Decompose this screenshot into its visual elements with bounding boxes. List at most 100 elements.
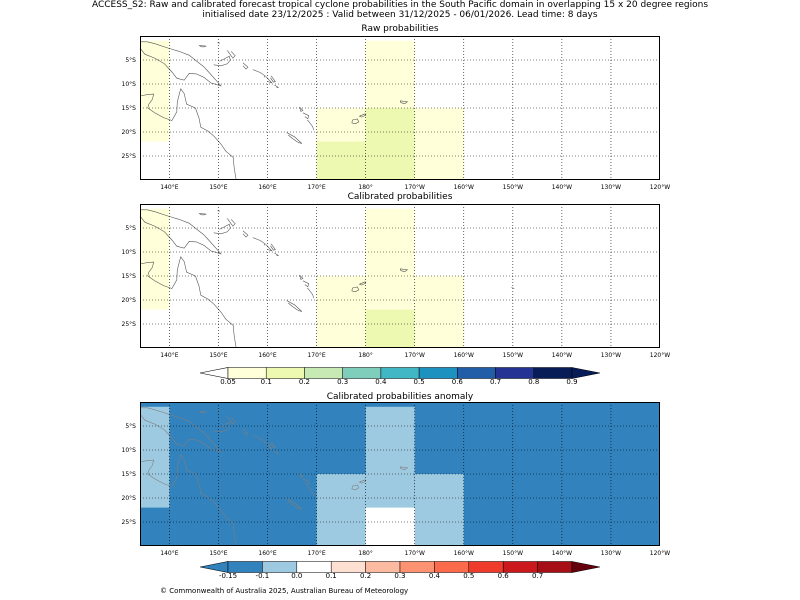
colorbar-tick-label: 0.3	[394, 572, 406, 580]
colorbar-tick-label: 0.8	[528, 378, 540, 386]
probability-region-cell	[414, 276, 464, 348]
probability-region-cell	[365, 309, 415, 348]
longitude-tick-label: 170°E	[307, 550, 325, 557]
coastline	[359, 113, 367, 118]
latitude-tick-label: 15°S	[122, 471, 137, 478]
coastline	[274, 252, 280, 257]
longitude-tick-label: 170°E	[307, 352, 325, 359]
coastline	[198, 411, 207, 414]
colorbar-segment	[434, 561, 470, 573]
longitude-tick-label: 160°E	[258, 352, 276, 359]
colorbar-segment	[418, 367, 458, 379]
latitude-tick-label: 15°S	[122, 273, 137, 280]
colorbar-segment	[533, 367, 573, 379]
coastline	[307, 287, 314, 299]
colorbar-tick-label: 0.5	[413, 378, 425, 386]
coastline	[299, 106, 304, 112]
anomaly-colorbar-labels: -0.15 -0.1 0.0 0.1 0.2 0.3 0.4 0.5 0.6 0.7	[0, 572, 800, 582]
colorbar-over-arrow	[571, 561, 601, 573]
longitude-tick-label: 130°W	[601, 184, 621, 191]
probability-region-cell	[365, 40, 415, 108]
coastline	[252, 69, 266, 78]
latitude-tick-label: 20°S	[122, 495, 137, 502]
longitude-tick-label: 140°W	[552, 184, 572, 191]
longitude-tick-label: 150°W	[503, 184, 523, 191]
coastline	[242, 62, 249, 70]
coastline	[274, 450, 280, 455]
map-canvas: 140°E 150°E 160°E 170°E 180° 170°W 160°W 150°W 1…	[122, 402, 670, 557]
colorbar-tick-label: 0.1	[260, 378, 272, 386]
colorbar-segment	[365, 561, 401, 573]
latitude-tick-label: 5°S	[125, 225, 136, 232]
coastline	[274, 84, 280, 89]
calibrated-panel-title: Calibrated probabilities	[347, 192, 453, 202]
longitude-tick-label: 140°E	[160, 550, 178, 557]
map-canvas: 140°E 150°E 160°E 170°E 180° 170°W 160°W 150°W 1…	[122, 36, 670, 191]
probability-region-cell	[365, 208, 415, 310]
longitude-tick-label: 180°	[358, 550, 372, 557]
coastline	[351, 118, 360, 125]
colorbar-tick-label: 0.7	[489, 378, 502, 386]
longitude-tick-label: 150°E	[209, 550, 227, 557]
map-canvas: 140°E 150°E 160°E 170°E 180° 170°W 160°W 150°W 1…	[122, 204, 670, 359]
latitude-tick-label: 10°S	[122, 81, 137, 88]
longitude-tick-label: 150°W	[503, 550, 523, 557]
longitude-tick-label: 140°W	[552, 352, 572, 359]
colorbar-tick-label: 0.6	[451, 378, 463, 386]
colorbar-tick-label: 0.3	[337, 378, 349, 386]
coastline	[270, 441, 276, 449]
coastline	[302, 478, 310, 486]
colorbar-segment	[495, 367, 535, 379]
colorbar-segment	[380, 367, 420, 379]
colorbar-tick-label: -0.1	[255, 572, 270, 580]
coastline	[351, 484, 360, 491]
latitude-tick-label: 10°S	[122, 447, 137, 454]
colorbar-under-arrow	[199, 367, 229, 379]
calibrated-anomaly-map: 140°E 150°E 160°E 170°E 180° 170°W 160°W 150°W 1…	[122, 402, 670, 557]
latitude-tick-label: 5°S	[125, 423, 136, 430]
coastline	[307, 485, 314, 497]
longitude-tick-label: 140°E	[160, 352, 178, 359]
coastline	[286, 498, 303, 510]
longitude-tick-label: 120°W	[650, 550, 670, 557]
colorbar-segment	[457, 367, 496, 379]
calibrated-probabilities-map: 140°E 150°E 160°E 170°E 180° 170°W 160°W 150°W 1…	[122, 204, 670, 359]
colorbar-segment	[330, 561, 366, 573]
longitude-tick-label: 160°E	[258, 184, 276, 191]
latitude-tick-label: 5°S	[125, 57, 136, 64]
colorbar-segment	[265, 367, 305, 379]
coastline	[286, 132, 303, 144]
coastline	[399, 100, 409, 105]
coastline	[242, 428, 249, 436]
colorbar-tick-label: 0.4	[428, 572, 440, 580]
colorbar-segment	[227, 367, 267, 379]
figure-title-line-2: initialised date 23/12/2025 : Valid betw…	[202, 10, 598, 20]
map-frame	[140, 36, 660, 180]
coastline	[242, 230, 249, 238]
coastline	[302, 280, 310, 288]
coastline	[198, 45, 207, 48]
longitude-tick-label: 150°E	[209, 352, 227, 359]
anomaly-colorbar-graphic	[199, 561, 601, 573]
colorbar-tick-label: 0.5	[463, 572, 475, 580]
coastline	[252, 435, 266, 444]
latitude-tick-label: 25°S	[122, 519, 137, 526]
copyright-notice: © Commonwealth of Australia 2025, Austra…	[160, 587, 409, 595]
colorbar-tick-label: 0.05	[220, 378, 236, 386]
coastline	[286, 300, 303, 312]
probability-colorbar-graphic	[199, 367, 601, 379]
coastline	[351, 286, 360, 293]
colorbar-tick-label: 0.0	[291, 572, 303, 580]
colorbar-tick-label: 0.7	[532, 572, 544, 580]
colorbar-under-arrow	[199, 561, 229, 573]
longitude-tick-label: 160°W	[454, 184, 474, 191]
probability-colorbar-labels: 0.05 0.1 0.2 0.3 0.4 0.5 0.6 0.7 0.8 0.9	[0, 378, 800, 388]
probability-region-cell	[140, 406, 170, 508]
probability-region-cell	[316, 276, 366, 348]
longitude-tick-label: 160°W	[454, 550, 474, 557]
longitude-tick-label: 170°E	[307, 184, 325, 191]
longitude-tick-label: 180°	[358, 352, 372, 359]
probability-region-cell	[140, 208, 170, 310]
coastline	[359, 281, 367, 286]
longitude-tick-label: 160°W	[454, 352, 474, 359]
